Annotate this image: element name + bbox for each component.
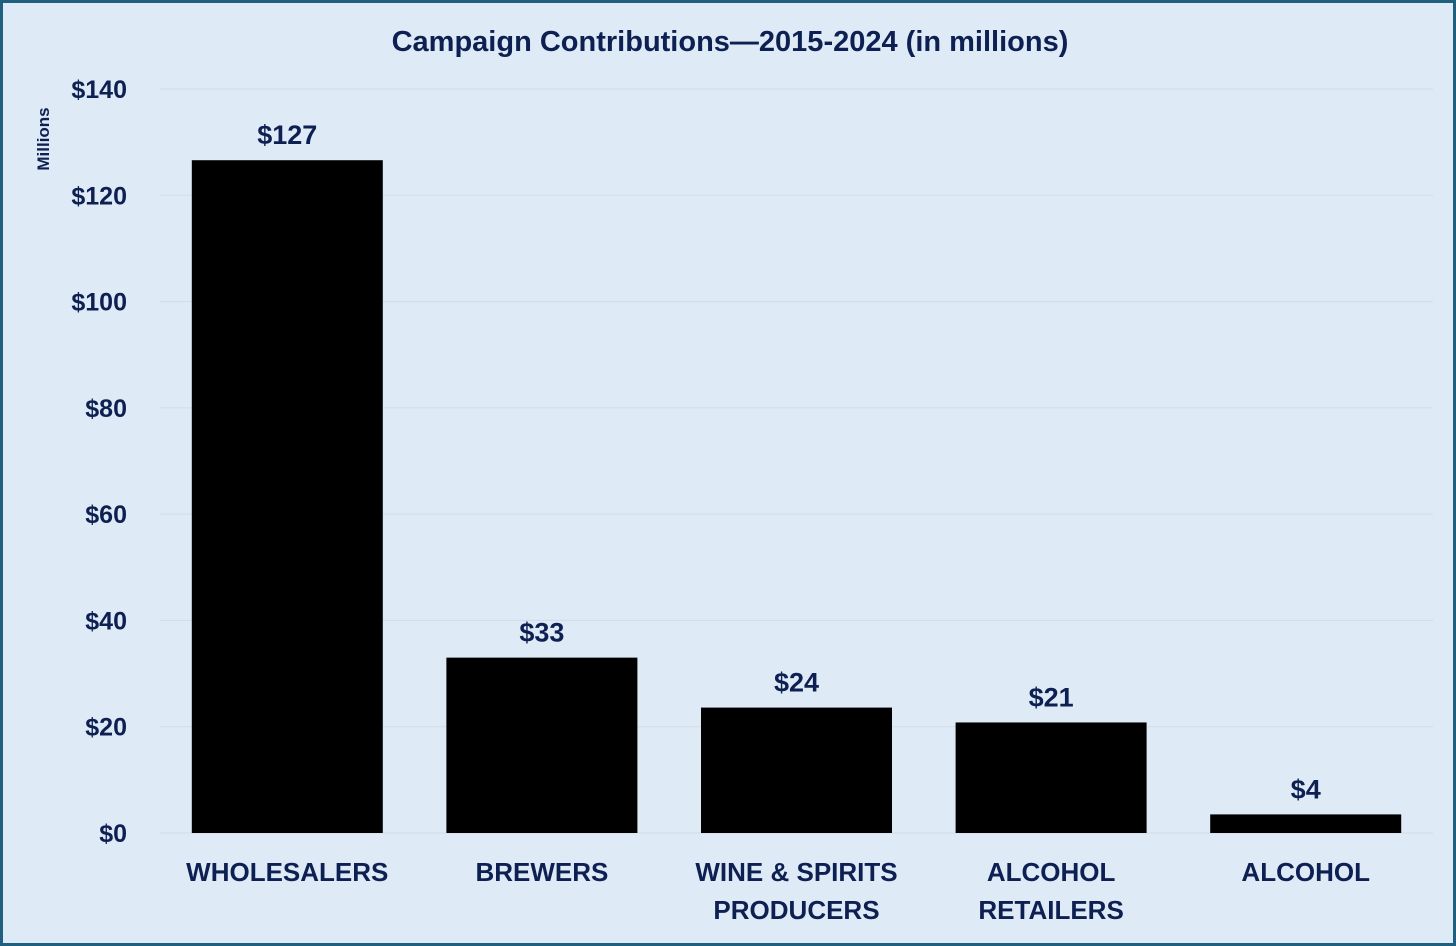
data-labels: $127 $33 $24 $21 $4 <box>257 120 1320 804</box>
y-tick-label: $80 <box>85 395 127 423</box>
bars <box>191 160 1402 833</box>
x-tick-label: WHOLESALERS <box>186 857 388 887</box>
data-label: $4 <box>1291 774 1321 804</box>
bar <box>701 707 892 833</box>
x-axis-ticks: WHOLESALERS BREWERS WINE & SPIRITS PRODUCER… <box>186 857 1370 925</box>
x-tick-label-line: WINE & SPIRITS <box>695 857 897 887</box>
y-tick-label: $120 <box>71 182 127 210</box>
x-tick-label-line: BREWERS <box>475 857 608 887</box>
bar <box>955 722 1147 833</box>
bar <box>1210 814 1402 833</box>
y-tick-label: $0 <box>99 820 127 848</box>
data-label: $33 <box>519 618 564 648</box>
bar <box>446 657 638 833</box>
x-tick-label-line: WHOLESALERS <box>186 857 388 887</box>
data-label: $127 <box>257 120 317 150</box>
bar <box>191 160 383 833</box>
y-tick-label: $140 <box>71 76 127 104</box>
x-tick-label: ALCOHOL <box>1241 857 1370 887</box>
x-tick-label-line: ALCOHOL <box>1241 857 1370 887</box>
y-tick-label: $40 <box>85 607 127 635</box>
x-tick-label: WINE & SPIRITS PRODUCERS <box>695 857 897 925</box>
data-label: $24 <box>774 668 819 698</box>
x-tick-label: ALCOHOL RETAILERS <box>978 857 1123 925</box>
y-axis-ticks: $0 $20 $40 $60 $80 $100 $120 $140 <box>71 76 127 848</box>
x-tick-label-line: RETAILERS <box>978 895 1123 925</box>
y-tick-label: $100 <box>71 289 127 317</box>
y-axis-label: Millions <box>34 107 53 170</box>
x-tick-label-line: PRODUCERS <box>713 895 879 925</box>
bar-chart: Campaign Contributions—2015-2024 (in mil… <box>34 26 1433 925</box>
x-tick-label-line: ALCOHOL <box>987 857 1116 887</box>
y-tick-label: $20 <box>85 714 127 742</box>
y-tick-label: $60 <box>85 501 127 529</box>
data-label: $21 <box>1029 682 1074 712</box>
x-tick-label: BREWERS <box>475 857 608 887</box>
chart-title: Campaign Contributions—2015-2024 (in mil… <box>392 26 1069 58</box>
